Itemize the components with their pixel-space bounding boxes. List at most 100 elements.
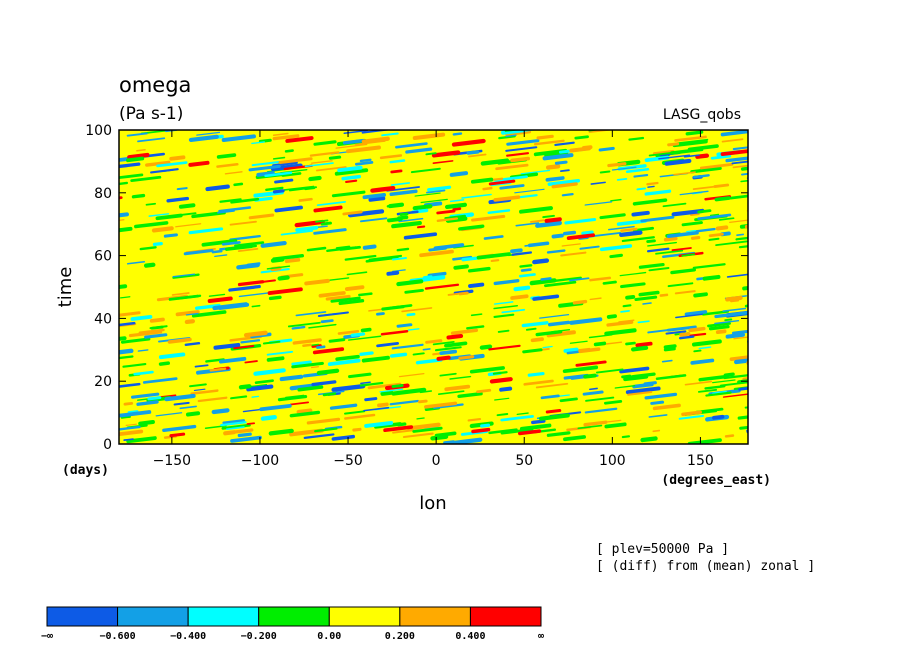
colorbar-swatch xyxy=(328,606,401,627)
x-tick-label: −100 xyxy=(241,453,279,469)
field-patch xyxy=(213,342,241,350)
field-patch xyxy=(595,368,624,374)
x-tick-label: 150 xyxy=(687,453,714,469)
field-patch xyxy=(674,135,707,142)
field-patch xyxy=(405,147,433,154)
field-patch xyxy=(494,397,510,401)
field-patch xyxy=(634,295,658,302)
field-patch xyxy=(212,302,248,311)
field-patch xyxy=(383,425,414,433)
field-patch xyxy=(495,163,529,171)
field-patch xyxy=(569,317,603,325)
field-patch xyxy=(690,235,701,240)
field-patch xyxy=(272,161,298,167)
field-patch xyxy=(380,390,394,396)
field-patch xyxy=(401,307,433,313)
field-patch xyxy=(131,193,146,199)
field-patch xyxy=(691,339,722,347)
field-patch xyxy=(184,319,195,325)
field-patch xyxy=(334,168,369,176)
field-patch xyxy=(510,156,531,163)
field-patch xyxy=(119,355,134,360)
field-patch xyxy=(256,171,275,177)
field-patch xyxy=(422,275,433,279)
field-patch xyxy=(236,262,260,270)
field-patch xyxy=(476,388,492,394)
field-patch xyxy=(619,271,647,277)
field-patch xyxy=(729,219,748,223)
field-patch xyxy=(520,268,532,272)
field-patch xyxy=(432,341,455,346)
field-patch xyxy=(621,435,631,439)
field-patch xyxy=(417,399,428,404)
field-patch xyxy=(291,325,306,330)
field-patch xyxy=(458,224,485,231)
field-patch xyxy=(665,330,687,335)
field-patch xyxy=(600,419,622,424)
colorbar-label: −0.200 xyxy=(241,631,277,642)
field-patch xyxy=(390,169,403,174)
field-patch xyxy=(328,338,346,343)
field-patch xyxy=(361,355,390,363)
field-patch xyxy=(702,274,721,281)
field-patch xyxy=(519,423,552,431)
field-patch xyxy=(758,129,784,132)
field-patch xyxy=(233,344,255,350)
note-plev: [ plev=50000 Pa ] xyxy=(596,542,729,557)
field-patch xyxy=(647,241,677,247)
field-patch xyxy=(158,352,186,360)
field-patch xyxy=(592,231,622,237)
field-patch xyxy=(225,244,254,251)
field-patch xyxy=(489,377,513,384)
field-patch xyxy=(214,254,228,258)
field-patch xyxy=(177,294,202,300)
field-patch xyxy=(607,162,627,168)
field-patch xyxy=(310,343,320,346)
field-patch xyxy=(367,382,402,390)
field-patch xyxy=(148,213,170,217)
field-patch xyxy=(505,134,517,138)
field-patch xyxy=(434,346,462,352)
field-patch xyxy=(272,253,305,261)
field-patch xyxy=(329,403,358,410)
y-axis-ticks: 0 20 40 60 80 100 xyxy=(85,123,748,453)
field-patch xyxy=(308,323,337,329)
field-patch xyxy=(126,436,157,444)
field-patch xyxy=(101,293,109,294)
field-patch xyxy=(120,296,131,299)
field-patch xyxy=(436,209,456,215)
field-patch xyxy=(488,344,521,351)
field-patch xyxy=(669,147,704,155)
field-patch xyxy=(287,321,321,328)
field-patch xyxy=(439,372,457,377)
field-patch xyxy=(218,206,252,213)
field-patch xyxy=(406,312,416,317)
field-patch xyxy=(342,210,363,216)
field-patch xyxy=(120,337,151,344)
field-patch xyxy=(738,386,748,391)
field-patch xyxy=(395,142,428,149)
field-patch xyxy=(221,241,241,246)
field-patch xyxy=(211,408,230,415)
field-patch xyxy=(708,324,730,331)
field-patch xyxy=(655,374,687,381)
field-patch xyxy=(238,384,252,390)
field-patch xyxy=(538,413,570,421)
field-patch xyxy=(582,390,604,396)
field-patch xyxy=(391,383,404,388)
field-patch xyxy=(559,397,578,403)
colorbar-label: −0.600 xyxy=(100,631,136,642)
field-patch xyxy=(251,141,265,145)
field-patch xyxy=(545,409,562,414)
field-patch xyxy=(453,264,469,270)
field-patch xyxy=(710,154,732,160)
field-patch xyxy=(497,329,510,333)
field-patch xyxy=(306,246,327,252)
field-patch xyxy=(520,169,551,175)
field-patch xyxy=(368,254,403,261)
field-patch xyxy=(542,345,553,349)
field-patch xyxy=(267,287,303,296)
field-patch xyxy=(298,197,313,202)
colorbar-label: −0.400 xyxy=(170,631,206,642)
note-zonal-diff: [ (diff) from (mean) zonal ] xyxy=(596,559,815,574)
